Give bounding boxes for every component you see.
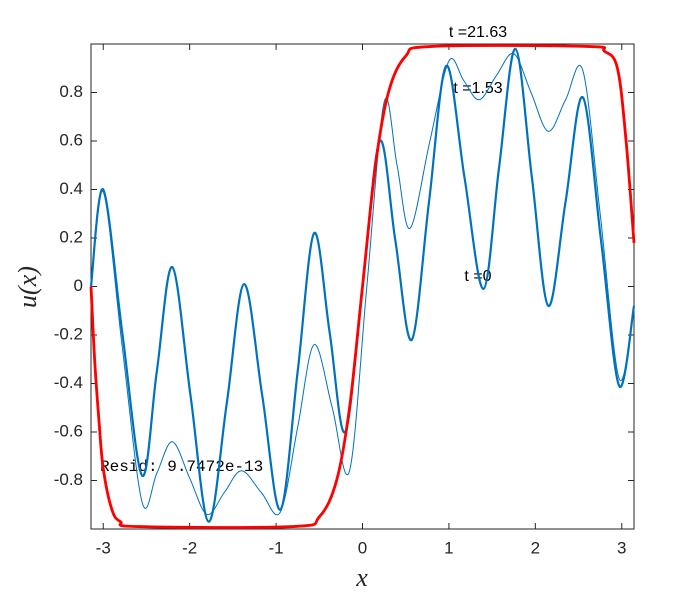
- y-tick-label: -0.4: [54, 373, 83, 392]
- y-tick-label: 0.2: [59, 227, 83, 246]
- x-axis-label: x: [355, 563, 368, 592]
- y-tick-label: 0.8: [59, 82, 83, 101]
- y-tick-label: -0.8: [54, 470, 83, 489]
- residual-note: Resid: 9.7472e-13: [100, 458, 263, 476]
- x-tick-label: 3: [617, 538, 626, 557]
- x-tick-label: -3: [96, 538, 111, 557]
- line-series: [89, 44, 636, 529]
- x-tick-label: -1: [269, 538, 284, 557]
- x-tick-label: 0: [358, 538, 367, 557]
- line-series: [90, 53, 635, 516]
- annotation: t =1.53: [453, 80, 502, 97]
- x-tick-label: 2: [531, 538, 540, 557]
- y-tick-label: -0.6: [54, 421, 83, 440]
- y-tick-label: 0.4: [59, 179, 83, 198]
- y-axis-label: u(x): [13, 266, 42, 308]
- x-tick-label: 1: [444, 538, 453, 557]
- y-tick-label: -0.2: [54, 324, 83, 343]
- x-tick-label: -2: [182, 538, 197, 557]
- y-tick-label: 0: [74, 276, 83, 295]
- annotation: t =21.63: [449, 24, 507, 41]
- y-tick-label: 0.6: [59, 130, 83, 149]
